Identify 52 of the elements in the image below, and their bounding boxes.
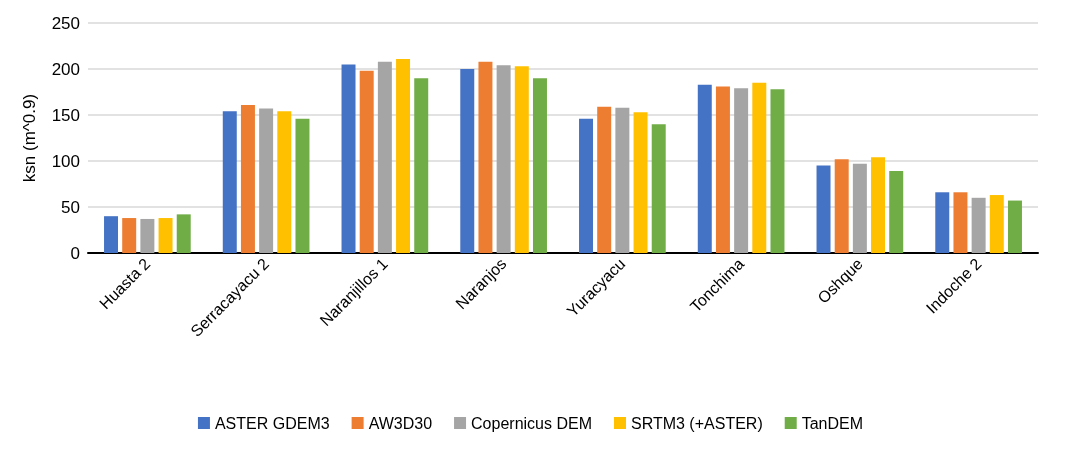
bar [104,216,119,253]
bar [414,78,429,253]
bar [633,112,648,253]
bar [277,111,292,253]
bar [514,66,529,253]
y-tick-label: 150 [51,105,80,125]
bar [259,108,274,253]
bar [158,218,173,253]
y-axis-title: ksn (m^0.9) [20,93,39,183]
bar [734,88,749,253]
bar [651,124,666,253]
bar [889,171,904,253]
bar [460,69,475,253]
bar [715,86,730,253]
bar [176,214,191,253]
bar [496,65,511,253]
bar [770,89,785,253]
bar [359,70,374,253]
bar [140,218,155,253]
legend-label: SRTM3 (+ASTER) [630,414,763,432]
bar [1007,200,1022,253]
bar [871,157,886,253]
y-tick-label: 0 [70,243,80,263]
y-tick-label: 200 [51,59,80,79]
bar [341,64,356,253]
legend-label: AW3D30 [368,414,433,432]
bar [597,106,612,253]
bar [989,195,1004,253]
bar [697,84,712,253]
y-tick-label: 250 [51,13,80,33]
bar [752,82,767,253]
y-tick-label: 50 [61,197,80,217]
bar [122,218,137,253]
bar [816,165,831,253]
bar [935,192,950,253]
legend-label: ASTER GDEM3 [214,414,330,432]
bar [222,111,237,253]
bar [240,104,255,253]
legend-label: TanDEM [801,414,864,432]
bar [852,163,867,253]
bar [579,118,594,253]
bar [532,78,547,253]
y-tick-label: 100 [51,151,80,171]
legend-label: Copernicus DEM [471,414,592,432]
bar [295,118,310,253]
bar [953,192,968,253]
bar [478,61,493,253]
bar [971,197,986,253]
bar [615,107,630,253]
bar [396,58,411,253]
bar [377,61,392,253]
bar [834,159,849,253]
